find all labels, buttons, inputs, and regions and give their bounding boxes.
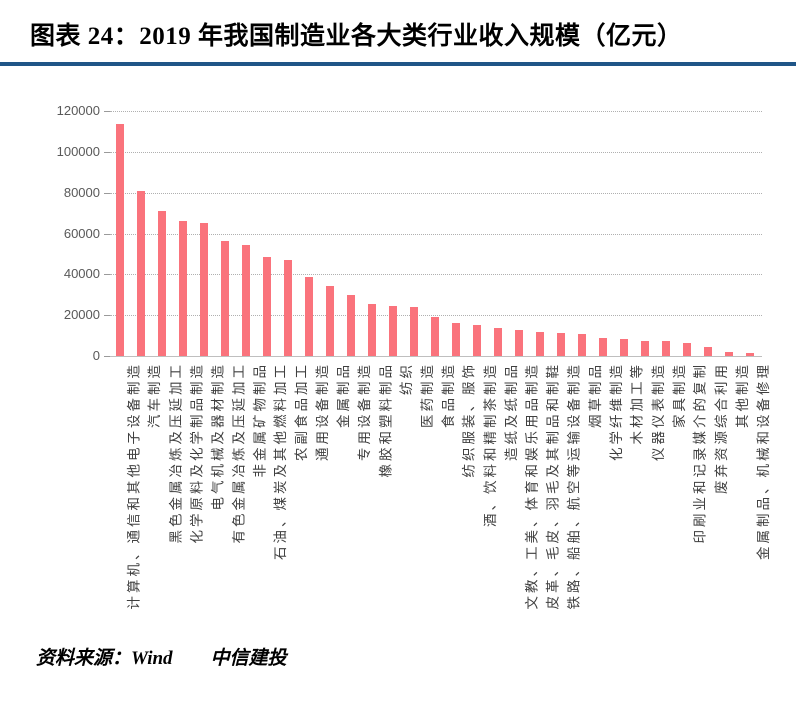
y-axis-tick-label: 20000 <box>63 307 100 323</box>
x-axis-label: 废弃资源综合利用 <box>713 362 729 494</box>
x-axis-label: 金属制品、机械和设备修理 <box>755 362 771 560</box>
bar <box>431 317 439 356</box>
bar <box>179 220 188 356</box>
bar <box>347 294 356 356</box>
bar <box>514 330 523 356</box>
bar <box>451 322 460 356</box>
x-axis-line <box>110 356 762 357</box>
y-axis-tick-label: 60000 <box>63 225 100 241</box>
x-axis-label: 医药制造 <box>420 362 436 428</box>
y-axis-tick-label: 0 <box>92 348 100 363</box>
bar <box>116 124 125 356</box>
x-axis-label: 非金属矿物制品 <box>252 362 268 478</box>
y-axis-tick <box>104 192 110 194</box>
bar <box>137 191 146 356</box>
x-axis-label: 皮革、毛皮、羽毛及其制品和制鞋 <box>545 362 561 610</box>
title-divider <box>0 62 796 66</box>
x-axis-label: 汽车制造 <box>147 362 163 428</box>
bar <box>661 340 670 356</box>
bar <box>221 240 230 356</box>
x-axis-label: 家具制造 <box>671 362 687 428</box>
y-axis-tick-label: 100000 <box>56 143 100 159</box>
x-axis-label: 化学原料及化学制品制造 <box>189 362 205 544</box>
y-axis-tick-label: 120000 <box>56 103 100 118</box>
x-axis-label: 烟草制品 <box>587 362 603 428</box>
bar <box>200 222 209 356</box>
gridline <box>110 274 762 276</box>
x-axis-label: 文教、工美、体育和娱乐用品制造 <box>524 362 540 610</box>
x-axis-label: 纺织服装、服饰 <box>461 362 477 478</box>
bar <box>493 328 502 356</box>
bar <box>577 333 586 356</box>
bar <box>598 338 607 356</box>
x-axis-label: 纺织 <box>399 362 415 395</box>
bar <box>745 352 754 356</box>
gridline <box>110 315 762 317</box>
bar <box>724 352 733 356</box>
x-axis-label: 电气机械及器材制造 <box>210 362 226 511</box>
bar <box>305 277 314 356</box>
gridline <box>110 192 762 194</box>
x-axis-label: 金属制品 <box>336 362 352 428</box>
bar <box>703 346 712 356</box>
figure-title: 图表 24：2019 年我国制造业各大类行业收入规模（亿元） <box>30 23 683 50</box>
bar <box>389 306 398 356</box>
x-axis-label: 仪器仪表制造 <box>650 362 666 461</box>
x-axis-label: 铁路、船舶、航空等运输设备制造 <box>566 362 582 610</box>
y-axis-tick-label: 80000 <box>63 184 100 200</box>
x-axis-label: 计算机、通信和其他电子设备制造 <box>126 362 142 610</box>
bar <box>242 244 251 356</box>
y-axis-tick <box>104 111 110 112</box>
bar <box>263 256 272 356</box>
gridline <box>110 233 762 235</box>
bar <box>472 324 481 356</box>
x-axis-label: 专用设备制造 <box>357 362 373 461</box>
bar <box>640 340 649 356</box>
x-axis-label: 木材加工等 <box>629 362 645 445</box>
x-axis-label: 食品制造 <box>441 362 456 428</box>
x-axis-label: 农副食品加工 <box>294 362 310 461</box>
x-axis-label: 其他制造 <box>734 362 750 428</box>
x-axis-label: 黑色金属冶炼及压延加工 <box>168 362 184 544</box>
y-axis-tick <box>104 233 110 235</box>
x-axis-label: 有色金属冶炼及压延加工 <box>231 362 247 544</box>
bar <box>535 332 544 356</box>
y-axis-tick <box>104 274 110 276</box>
x-axis-label: 石油、煤炭及其他燃料加工 <box>273 362 289 560</box>
x-axis-label: 造纸及纸制品 <box>503 362 519 461</box>
bar <box>556 333 565 356</box>
x-axis-label: 橡胶和塑料制品 <box>378 362 394 478</box>
bar <box>410 307 419 356</box>
source-note: 资料来源：Wind 中信建投 <box>36 648 287 669</box>
gridline <box>110 151 762 153</box>
gridline <box>110 111 762 112</box>
bar <box>158 211 167 356</box>
y-axis-tick <box>104 151 110 153</box>
bar <box>284 260 293 356</box>
x-axis-label: 印刷业和记录媒介的复制 <box>692 362 708 544</box>
y-axis-tick-label: 40000 <box>63 266 100 282</box>
x-axis-label: 化学纤维制造 <box>608 362 624 461</box>
bar <box>326 285 335 356</box>
bar <box>368 303 377 356</box>
x-axis-label: 酒、饮料和精制茶制造 <box>482 362 498 527</box>
bar <box>619 338 628 356</box>
y-axis-tick <box>104 315 110 317</box>
x-axis-label: 通用设备制造 <box>315 362 331 461</box>
bar <box>682 342 691 356</box>
y-axis-tick <box>104 356 110 357</box>
